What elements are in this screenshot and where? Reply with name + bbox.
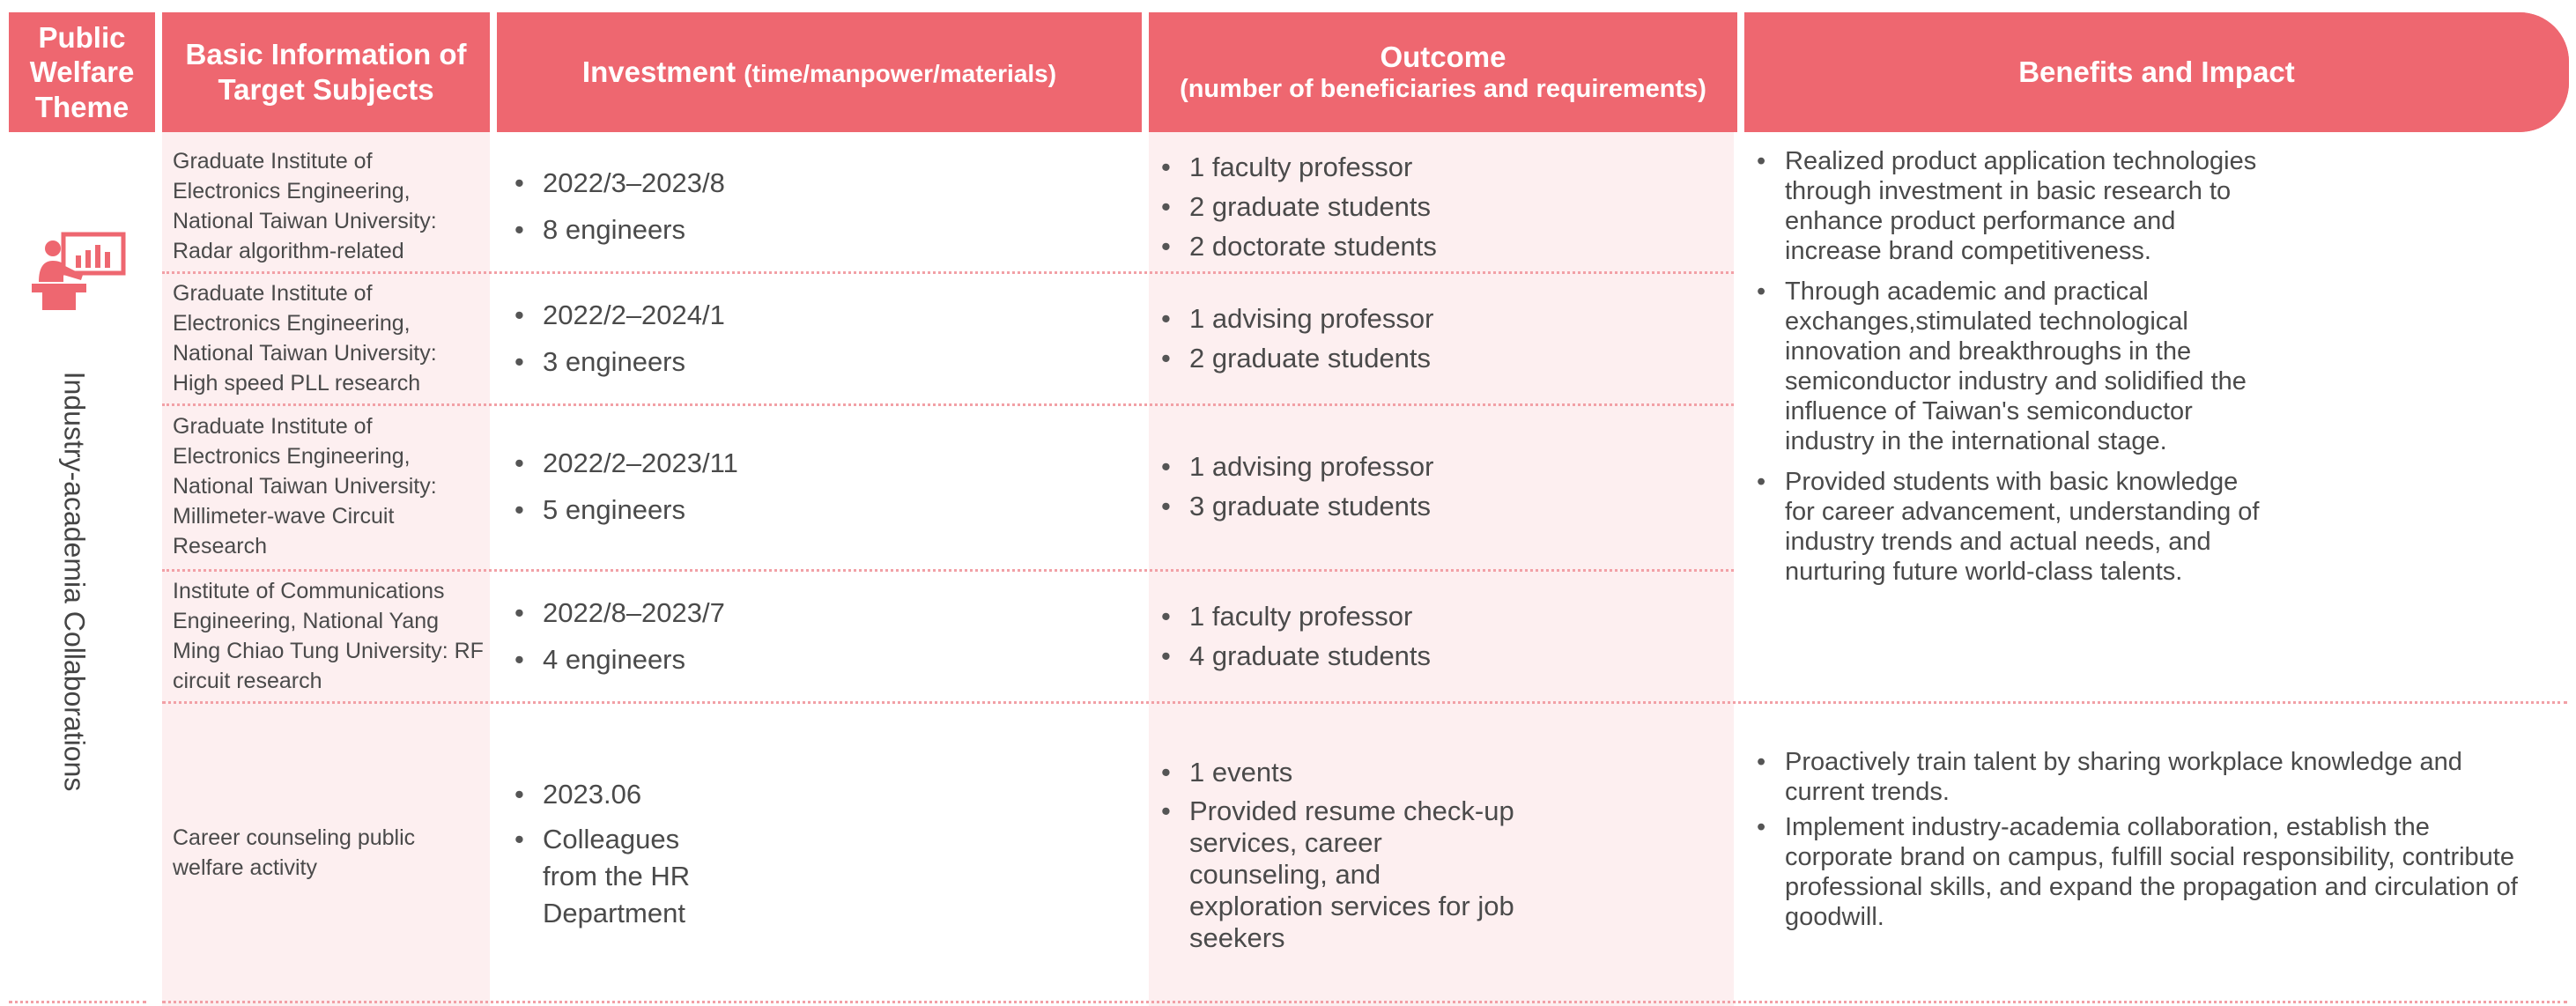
list-item: 1 advising professor: [1158, 447, 1721, 486]
list-item: Implement industry-academia collaboratio…: [1753, 812, 2528, 932]
benefits-cell-research: Realized product application technologie…: [1753, 146, 2264, 692]
list-item: 2 graduate students: [1158, 338, 1721, 378]
list-item: Provided students with basic knowledge f…: [1753, 467, 2264, 587]
header-subjects: Basic Information of Target Subjects: [162, 12, 490, 132]
outcome-cell: 1 events Provided resume check-up servic…: [1158, 705, 1519, 1001]
list-item: 1 events: [1158, 752, 1519, 792]
outcome-cell: 1 advising professor 3 graduate students: [1158, 407, 1721, 566]
investment-cell: 2023.06 Colleagues from the HR Departmen…: [511, 705, 740, 1001]
list-item: 3 graduate students: [1158, 486, 1721, 526]
header-divider: [1737, 12, 1744, 132]
investment-cell: 2022/2–2024/1 3 engineers: [511, 275, 1128, 402]
header-divider: [1142, 12, 1149, 132]
row-divider: [162, 569, 1734, 572]
list-item: 5 engineers: [511, 490, 1128, 529]
list-item: 1 faculty professor: [1158, 147, 1721, 187]
list-item: Proactively train talent by sharing work…: [1753, 747, 2546, 807]
theme-label: Industry-academia Collaborations: [58, 371, 91, 792]
list-item: 3 engineers: [511, 342, 1128, 381]
header-theme: Public Welfare Theme: [9, 12, 155, 132]
subject-cell: Institute of Communications Engineering,…: [173, 579, 484, 693]
list-item: 1 faculty professor: [1158, 596, 1721, 636]
subject-cell: Graduate Institute of Electronics Engine…: [173, 149, 437, 263]
list-item: 2022/2–2024/1: [511, 295, 1128, 335]
list-item: Through academic and practical exchanges…: [1753, 277, 2264, 456]
list-item: 2 doctorate students: [1158, 226, 1721, 266]
header-outcome: Outcome (number of beneficiaries and req…: [1149, 12, 1737, 132]
row-divider: [162, 1001, 2567, 1003]
list-item: 4 engineers: [511, 640, 1128, 679]
list-item: Colleagues from the HR Department: [511, 821, 740, 932]
subject-cell: Career counseling public welfare activit…: [173, 825, 416, 880]
row-divider: [162, 403, 1734, 406]
presentation-board-icon: [32, 232, 126, 310]
row-divider: [162, 271, 1734, 274]
header-benefits: Benefits and Impact: [1744, 12, 2569, 132]
outcome-cell: 1 faculty professor 4 graduate students: [1158, 573, 1721, 699]
list-item: Realized product application technologie…: [1753, 146, 2264, 266]
list-item: 2022/8–2023/7: [511, 593, 1128, 632]
header-divider: [155, 12, 162, 132]
investment-cell: 2022/2–2023/11 5 engineers: [511, 407, 1128, 566]
subject-cell: Graduate Institute of Electronics Engine…: [173, 414, 437, 558]
list-item: 1 advising professor: [1158, 299, 1721, 338]
row-divider: [9, 1001, 146, 1003]
outcome-cell: 1 faculty professor 2 graduate students …: [1158, 141, 1721, 271]
row-divider: [162, 701, 2567, 704]
outcome-cell: 1 advising professor 2 graduate students: [1158, 275, 1721, 402]
list-item: 2 graduate students: [1158, 187, 1721, 226]
benefits-cell-career: Proactively train talent by sharing work…: [1753, 747, 2564, 958]
investment-cell: 2022/8–2023/7 4 engineers: [511, 573, 1128, 699]
list-item: Provided resume check-up services, caree…: [1158, 795, 1519, 954]
investment-cell: 2022/3–2023/8 8 engineers: [511, 141, 1128, 271]
list-item: 2022/3–2023/8: [511, 163, 1128, 203]
header-divider: [490, 12, 497, 132]
header-investment: Investment (time/manpower/materials): [497, 12, 1142, 132]
list-item: 8 engineers: [511, 210, 1128, 249]
list-item: 2023.06: [511, 774, 740, 814]
subject-cell: Graduate Institute of Electronics Engine…: [173, 281, 437, 396]
list-item: 2022/2–2023/11: [511, 443, 1128, 483]
list-item: 4 graduate students: [1158, 636, 1721, 676]
